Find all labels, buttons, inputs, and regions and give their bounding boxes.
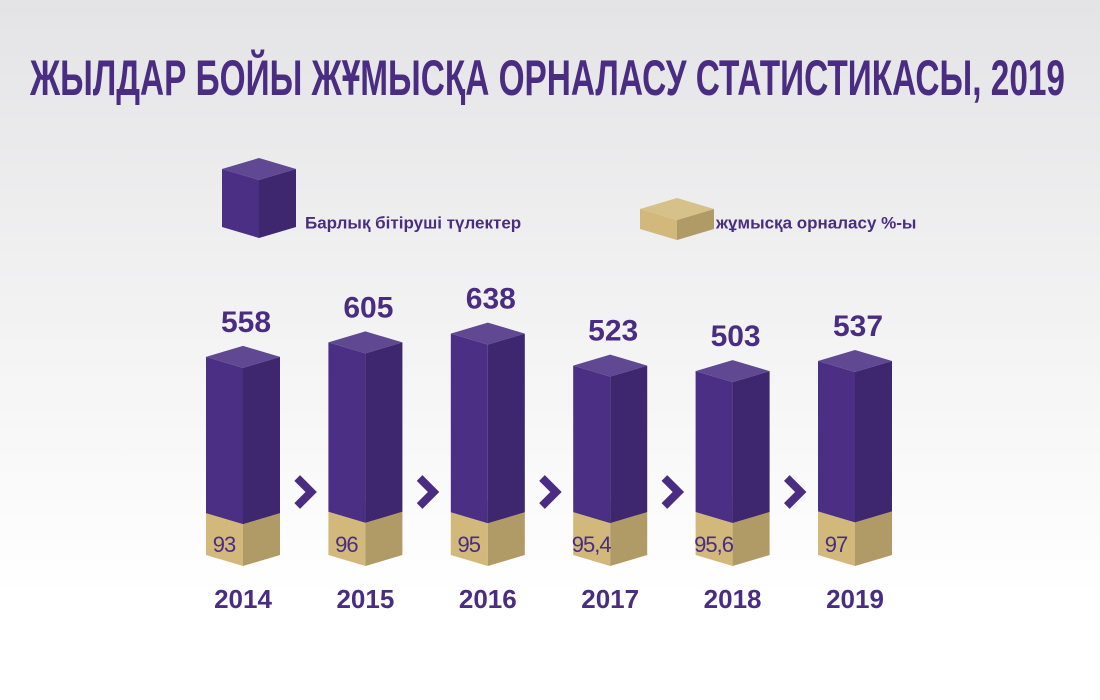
bar-top [818,349,892,372]
legend-icon-top [640,198,714,220]
arrow [416,475,440,509]
bar-shade [487,333,525,524]
bar-segment-side [365,511,403,566]
bar [818,360,855,523]
x-tick-label: 2017 [581,584,639,614]
bar-top-light [328,331,403,354]
x-tick-label: 2015 [336,584,394,614]
bar-top-light [818,349,892,372]
legend-icon-top [222,158,296,180]
legend-label: Барлық бітіруші түлектер [305,213,521,232]
bar-top [206,345,280,368]
bar-shade [732,371,770,523]
bar-segment [206,513,243,566]
arrow [539,475,562,509]
bar-top [328,331,403,354]
value-label: 503 [711,320,761,353]
bar-side [487,333,525,524]
bar-segment-shade [732,511,770,566]
bar-segment [695,511,733,566]
bar-segment-side [487,512,525,566]
bar [695,371,733,523]
legend-icon [222,169,259,238]
bar-segment-side [855,511,892,566]
bar-top [573,354,648,377]
bar-shade [855,360,892,523]
bar-segment-side [732,511,770,566]
bar-segment [573,512,611,566]
value-label: 95,4 [572,532,612,557]
x-tick-label: 2018 [704,584,762,614]
legend-icon-shade [259,169,296,238]
bar-segment-shade [365,511,403,566]
bar-top [450,322,525,345]
bar-side [365,342,403,523]
bar-segment-side [243,513,280,566]
bar-shade [610,365,648,524]
value-label: 97 [825,532,848,557]
arrow [661,475,685,509]
arrow [783,475,807,509]
bar-top-light [450,322,525,345]
legend-icon-side [259,169,296,238]
bar-top-light [695,360,770,383]
bar-shade [243,356,280,525]
x-tick-label: 2014 [214,584,272,614]
bar-segment-shade [610,512,648,566]
bar-shade [365,342,403,523]
bar-segment-shade [487,512,525,566]
value-label: 638 [466,283,516,316]
legend-icon [640,209,677,240]
chart-title: ЖЫЛДАР БОЙЫ ЖҰМЫСҚА ОРНАЛАСУ СТАТИСТИКАС… [29,49,1065,106]
bar-side [243,356,280,525]
x-tick-label: 2016 [459,584,517,614]
legend-label: жұмысқа орналасу %-ы [715,213,916,232]
bar-side [855,360,892,523]
value-label: 96 [335,532,358,557]
value-label: 95 [458,532,481,557]
value-label: 95,6 [694,532,734,557]
bar-segment [328,511,366,566]
legend-icon-top-light [640,198,714,220]
bar-top [695,360,770,383]
legend-icon-side [677,209,714,240]
x-tick-label: 2019 [826,584,884,614]
bar-top-light [206,345,280,368]
value-label: 537 [833,310,883,343]
bar-segment-shade [243,513,280,566]
bar-segment-side [610,512,648,566]
value-label: 523 [588,315,638,348]
bar-segment [450,512,488,566]
bar-side [732,371,770,523]
bar [573,365,611,524]
arrow [294,475,317,509]
bar-side [610,365,648,524]
bar [450,333,488,524]
legend-icon-top-light [222,158,296,180]
bar-segment [818,511,855,566]
bar [206,356,243,525]
value-label: 605 [343,291,393,324]
bar-top-light [573,354,648,377]
value-label: 558 [221,306,271,339]
bar [328,342,366,523]
bar-segment-shade [855,511,892,566]
legend-icon-shade [677,209,714,240]
value-label: 93 [213,532,236,557]
